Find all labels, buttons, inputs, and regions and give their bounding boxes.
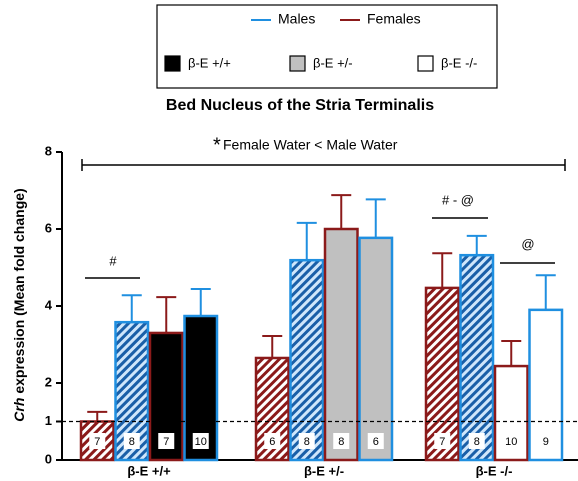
n-label: 10 bbox=[505, 436, 517, 448]
x-tick-label: β-E +/- bbox=[304, 463, 344, 478]
bar bbox=[289, 258, 325, 462]
n-label: 6 bbox=[269, 436, 275, 448]
legend-label: Females bbox=[367, 11, 421, 27]
bar bbox=[323, 227, 359, 462]
n-label: 6 bbox=[373, 436, 379, 448]
legend-label: β-E +/+ bbox=[188, 55, 231, 70]
legend-swatch bbox=[164, 55, 181, 72]
y-axis-label: Crh expression (Mean fold change) bbox=[11, 188, 27, 421]
n-label-box bbox=[298, 433, 315, 449]
annotation: * bbox=[213, 134, 221, 156]
n-label-box bbox=[468, 433, 485, 449]
n-label: 7 bbox=[163, 436, 169, 448]
y-tick-label: 2 bbox=[45, 374, 52, 389]
n-label-box bbox=[123, 433, 140, 449]
bar bbox=[424, 286, 460, 462]
n-label: 8 bbox=[129, 436, 135, 448]
y-tick-label: 0 bbox=[45, 451, 52, 466]
legend-swatch bbox=[417, 55, 434, 72]
y-tick-label: 4 bbox=[45, 297, 53, 312]
annotation: Female Water < Male Water bbox=[223, 137, 398, 153]
legend-box bbox=[156, 4, 498, 89]
n-label: 7 bbox=[94, 436, 100, 448]
y-tick-label: 8 bbox=[45, 143, 52, 158]
annotation: @ bbox=[521, 236, 534, 251]
legend-label: β-E -/- bbox=[441, 55, 477, 70]
chart-title: Bed Nucleus of the Stria Terminalis bbox=[166, 97, 434, 114]
legend-swatch bbox=[289, 55, 306, 72]
y-tick-label: 6 bbox=[45, 220, 52, 235]
legend-label: Males bbox=[278, 11, 315, 27]
n-label: 10 bbox=[195, 436, 207, 448]
n-label: 8 bbox=[474, 436, 480, 448]
y-axis-label: expression (Mean fold change) bbox=[11, 188, 27, 397]
n-label-box bbox=[158, 433, 175, 449]
y-tick-label: 1 bbox=[45, 413, 52, 428]
n-label-box bbox=[434, 433, 451, 449]
annotation-line bbox=[81, 159, 566, 279]
n-label-box bbox=[333, 433, 350, 449]
n-label: 8 bbox=[338, 436, 344, 448]
annotation: # bbox=[109, 253, 117, 268]
y-axis-label: Crh bbox=[11, 398, 27, 422]
n-label-box bbox=[503, 433, 520, 449]
legend-label: β-E +/- bbox=[313, 55, 353, 70]
n-label-box bbox=[264, 433, 281, 449]
n-label-box bbox=[537, 433, 554, 449]
x-tick-label: β-E +/+ bbox=[127, 463, 171, 478]
x-tick-label: β-E -/- bbox=[476, 463, 513, 478]
bar bbox=[459, 253, 495, 462]
n-label: 9 bbox=[543, 436, 549, 448]
bar bbox=[358, 236, 394, 462]
annotation: # - @ bbox=[442, 192, 474, 207]
bar bbox=[114, 320, 150, 462]
n-label-box bbox=[192, 433, 209, 449]
n-label: 8 bbox=[304, 436, 310, 448]
n-label-box bbox=[89, 433, 106, 449]
n-label: 7 bbox=[439, 436, 445, 448]
n-label-box bbox=[367, 433, 384, 449]
